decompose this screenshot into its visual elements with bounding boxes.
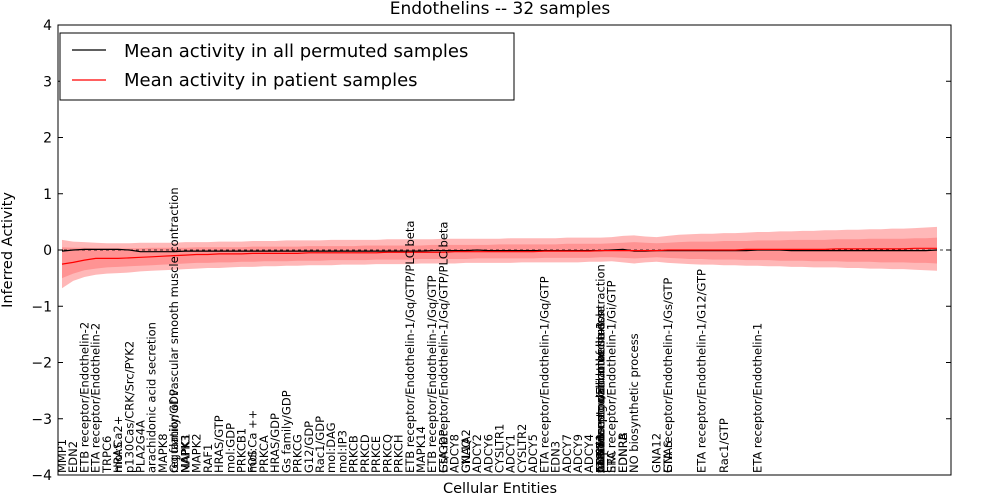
legend: Mean activity in all permuted samples Me… <box>59 32 515 101</box>
confidence-bands <box>62 226 937 289</box>
entity-label: ETB receptor/Endothelin-3 <box>594 322 608 473</box>
legend-label-patient: Mean activity in patient samples <box>124 70 418 91</box>
entity-label: HRAS <box>111 442 125 473</box>
entity-label: ETB receptor/Endothelin-1/Gq/GTP/PLC bet… <box>403 221 417 473</box>
entity-label: ETA receptor/Endothelin-1/Gq/GTP <box>537 276 551 473</box>
entity-label: CYSLTR1 <box>493 424 507 473</box>
y-tick-label: 0 <box>43 243 52 259</box>
entity-label: ADCY4 <box>582 434 596 473</box>
entity-label: NAPK3 <box>178 435 192 473</box>
series-line-permuted <box>61 248 938 253</box>
legend-box <box>59 32 515 101</box>
entity-label: mol:Ca ++ <box>246 410 260 473</box>
y-tick-label: −3 <box>31 412 52 428</box>
entity-label: G12/GDP <box>302 421 316 473</box>
entity-label: Gq family/GDP <box>167 389 181 473</box>
entity-label: GNAQ <box>459 439 473 473</box>
entity-label: CDC71 <box>594 433 608 473</box>
entity-label: Gs/GDP <box>436 429 450 473</box>
entity-label: CYL1A2 <box>459 429 473 473</box>
x-axis-label: Cellular Entities <box>443 481 557 497</box>
entity-label: mol:IP3 <box>335 430 349 473</box>
entity-label: SRC <box>605 450 619 473</box>
entity-label: MAPK2 <box>190 433 204 473</box>
entity-label: ETA receptor/Endothelin-2 <box>89 323 103 473</box>
entity-label: PRKCB <box>347 435 361 473</box>
entity-label: PRKCD <box>358 434 372 473</box>
entity-label: ETA receptor/Endothelin-1/G12/GTP <box>694 269 708 473</box>
entity-label: MAPK8 <box>156 433 170 473</box>
entity-label: HRAS/GTP <box>212 415 226 473</box>
y-axis-ticks: −4 −3 −2 −1 0 1 2 3 4 <box>31 18 951 484</box>
outer-variability-band <box>62 226 937 289</box>
entity-label: ADCY1 <box>504 434 518 473</box>
entity-label: GNAS <box>661 440 675 473</box>
y-tick-label: −1 <box>31 299 52 315</box>
entity-label: ETA receptor/Endothelin-1/Gq/GTP/PLC bet… <box>436 222 450 473</box>
entity-label: ADCY6 <box>481 434 495 473</box>
entity-label: GNA12 <box>650 433 664 473</box>
entity-label: Rac1/GDP <box>313 416 327 473</box>
entity-label: MAPK1 <box>178 433 192 473</box>
entity-label: ADCY5 <box>526 434 540 473</box>
entity-label: regulation of vascular smooth muscle con… <box>167 187 181 473</box>
entity-label: ADCY8 <box>448 434 462 473</box>
chart-title: Endothelins -- 32 samples <box>390 0 611 19</box>
entity-label: EDNRB <box>616 432 630 473</box>
entity-label: NO biosynthetic process <box>627 333 641 473</box>
y-tick-label: 1 <box>43 187 52 203</box>
entity-label: PRKCH <box>392 434 406 473</box>
inner-variability-band <box>62 237 937 279</box>
entity-label: PRKCA <box>257 435 271 473</box>
entity-label: PRKCQ <box>380 434 394 473</box>
y-tick-label: −2 <box>31 356 52 372</box>
y-tick-label: 2 <box>43 131 52 147</box>
entity-label: ETB receptor/Endothelin-1/Gq/GTP <box>425 275 439 473</box>
legend-label-permuted: Mean activity in all permuted samples <box>124 41 468 62</box>
entity-label: PRKCE <box>369 436 383 473</box>
entity-label: mol:DAG <box>324 422 338 473</box>
entity-label: ETB receptor/Endothelin-1 <box>594 322 608 473</box>
entity-label: ETA receptor/Endothelin-1/Gs/GTP <box>661 278 675 473</box>
y-tick-label: 4 <box>43 18 52 34</box>
entity-label: arachidonic acid secretion <box>145 322 159 473</box>
entity-label: FOS <box>246 450 260 473</box>
entity-label: TRPC6 <box>100 436 114 474</box>
entity-label: EDNRA <box>616 433 630 473</box>
entity-label: ETB receptor/Endothelin-2 <box>77 322 91 473</box>
entity-label: ADCY2 <box>470 434 484 473</box>
entity-label: ADCY3 <box>594 434 608 473</box>
entity-label: EDN1 <box>594 441 608 473</box>
entity-label: mol:GDP <box>223 423 237 473</box>
entity-label: positive regulation of muscle <box>594 306 608 473</box>
entity-label: PRKCB1 <box>235 428 249 473</box>
y-axis-label: Inferred Activity <box>0 192 16 308</box>
entity-label: Rac1/GTP <box>717 418 731 473</box>
series-lines <box>61 247 938 265</box>
entity-label: CYSLTR2 <box>515 424 529 473</box>
entity-label: PRKCG <box>291 434 305 473</box>
entity-label: MAPK14 <box>414 426 428 473</box>
entity-label: RAF1 <box>201 444 215 473</box>
entity-label: mol:Ca2+ <box>111 416 125 473</box>
entity-label: Gs family/GDP <box>279 390 293 473</box>
entity-label: ADCY9 <box>571 434 585 473</box>
entity-label: HRAS/GDP <box>268 413 282 473</box>
y-tick-label: 3 <box>43 74 52 90</box>
entity-label: EDN3 <box>549 441 563 473</box>
entity-label: EDN2 <box>66 441 80 473</box>
entity-label: ADCY7 <box>560 434 574 473</box>
y-tick-label: −4 <box>31 468 52 484</box>
entity-label: vascular smooth muscle contraction <box>594 264 608 473</box>
series-line-patient <box>61 247 937 265</box>
entity-label: response to oxidative stress <box>594 312 608 473</box>
entity-label: p130Cas/CRK/Src/PYK2 <box>122 341 136 473</box>
entity-label: ETA receptor/Endothelin-1 <box>751 323 765 473</box>
entity-label: ETA receptor/Endothelin-1/Gi/GTP <box>605 280 619 473</box>
entity-label: PLA2G4A <box>134 420 148 473</box>
